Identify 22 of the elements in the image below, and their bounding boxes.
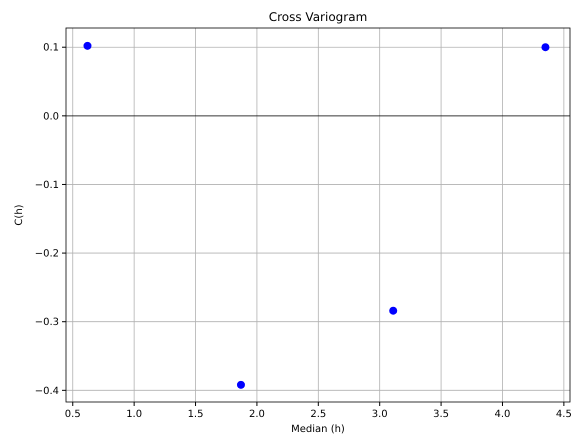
- y-axis-title: C(h): [14, 204, 25, 226]
- point: [541, 43, 550, 52]
- x-tick-label: 1.0: [126, 409, 142, 420]
- y-tick-label: −0.1: [34, 180, 59, 191]
- y-tick-label: 0.0: [43, 111, 59, 122]
- x-tick-label: 2.0: [248, 409, 265, 420]
- x-tick-label: 1.5: [188, 409, 204, 420]
- x-tick-label: 3.5: [433, 409, 450, 420]
- x-tick-label: 4.5: [556, 409, 572, 420]
- y-tick-label: −0.3: [34, 317, 59, 328]
- x-tick-label: 0.5: [64, 409, 81, 420]
- point: [83, 42, 92, 50]
- x-axis-title: Median (h): [291, 424, 345, 435]
- y-tick-label: −0.4: [34, 386, 59, 397]
- chart-title: Cross Variogram: [268, 10, 368, 24]
- point: [389, 306, 398, 315]
- point: [236, 380, 245, 389]
- y-tick-label: −0.2: [34, 248, 59, 260]
- x-tick-label: 2.5: [310, 409, 326, 420]
- y-tick-label: 0.1: [43, 42, 59, 54]
- x-tick-label: 3.0: [372, 409, 388, 420]
- x-tick-label: 4.0: [494, 409, 510, 420]
